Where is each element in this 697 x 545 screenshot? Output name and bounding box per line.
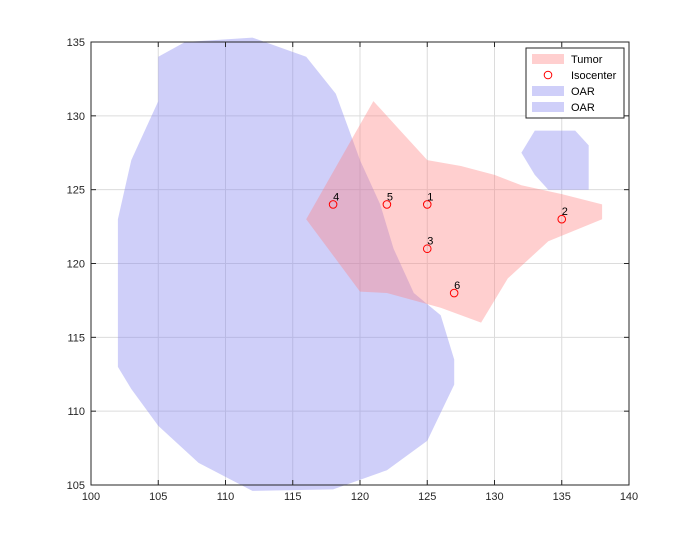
x-tick-label: 100 [82,491,100,503]
isocenter-marker [422,244,432,254]
isocenter-label: 1 [427,191,433,203]
isocenter-marker [557,214,567,224]
axis-ticks: 100 105 110 115 120 125 130 135 1401051101151201… [67,37,639,503]
y-tick-label: 105 [67,480,85,492]
legend-label: OAR [571,102,595,114]
legend-label: Isocenter [571,70,617,82]
isocenter-markers: 1 2 3 4 5 6 [328,191,568,298]
oar-region [521,130,589,190]
legend: Tumor Isocenter OAR OAR [525,47,625,119]
oar-region [117,37,455,491]
y-tick-label: 130 [67,111,85,123]
isocenter-label: 5 [387,191,393,203]
y-tick-label: 125 [67,185,85,197]
x-tick-label: 135 [553,491,571,503]
legend-label: OAR [571,86,595,98]
y-tick-label: 135 [67,37,85,49]
legend-swatch [532,102,564,112]
x-tick-label: 105 [149,491,167,503]
legend-swatch [532,86,564,96]
isocenter-marker [382,200,392,209]
isocenter-marker [422,200,432,209]
isocenter-label: 2 [562,206,568,218]
x-tick-label: 110 [217,491,235,503]
isocenter-marker [449,288,459,298]
isocenter-marker [328,200,338,209]
isocenter-label: 3 [427,236,433,248]
legend-label: Tumor [571,54,603,66]
y-tick-label: 110 [67,406,85,418]
isocenter-label: 6 [454,280,460,292]
tumor-region [306,101,603,323]
y-tick-label: 115 [67,332,85,344]
x-tick-label: 130 [485,491,503,503]
legend-box [525,47,625,119]
legend-marker [543,70,553,80]
legend-swatch [532,54,564,64]
isocenter-label: 4 [333,191,339,203]
regions [117,37,603,491]
x-tick-label: 115 [284,491,302,503]
x-tick-label: 140 [620,491,638,503]
x-tick-label: 120 [351,491,369,503]
y-tick-label: 120 [67,259,85,271]
x-tick-label: 125 [418,491,436,503]
